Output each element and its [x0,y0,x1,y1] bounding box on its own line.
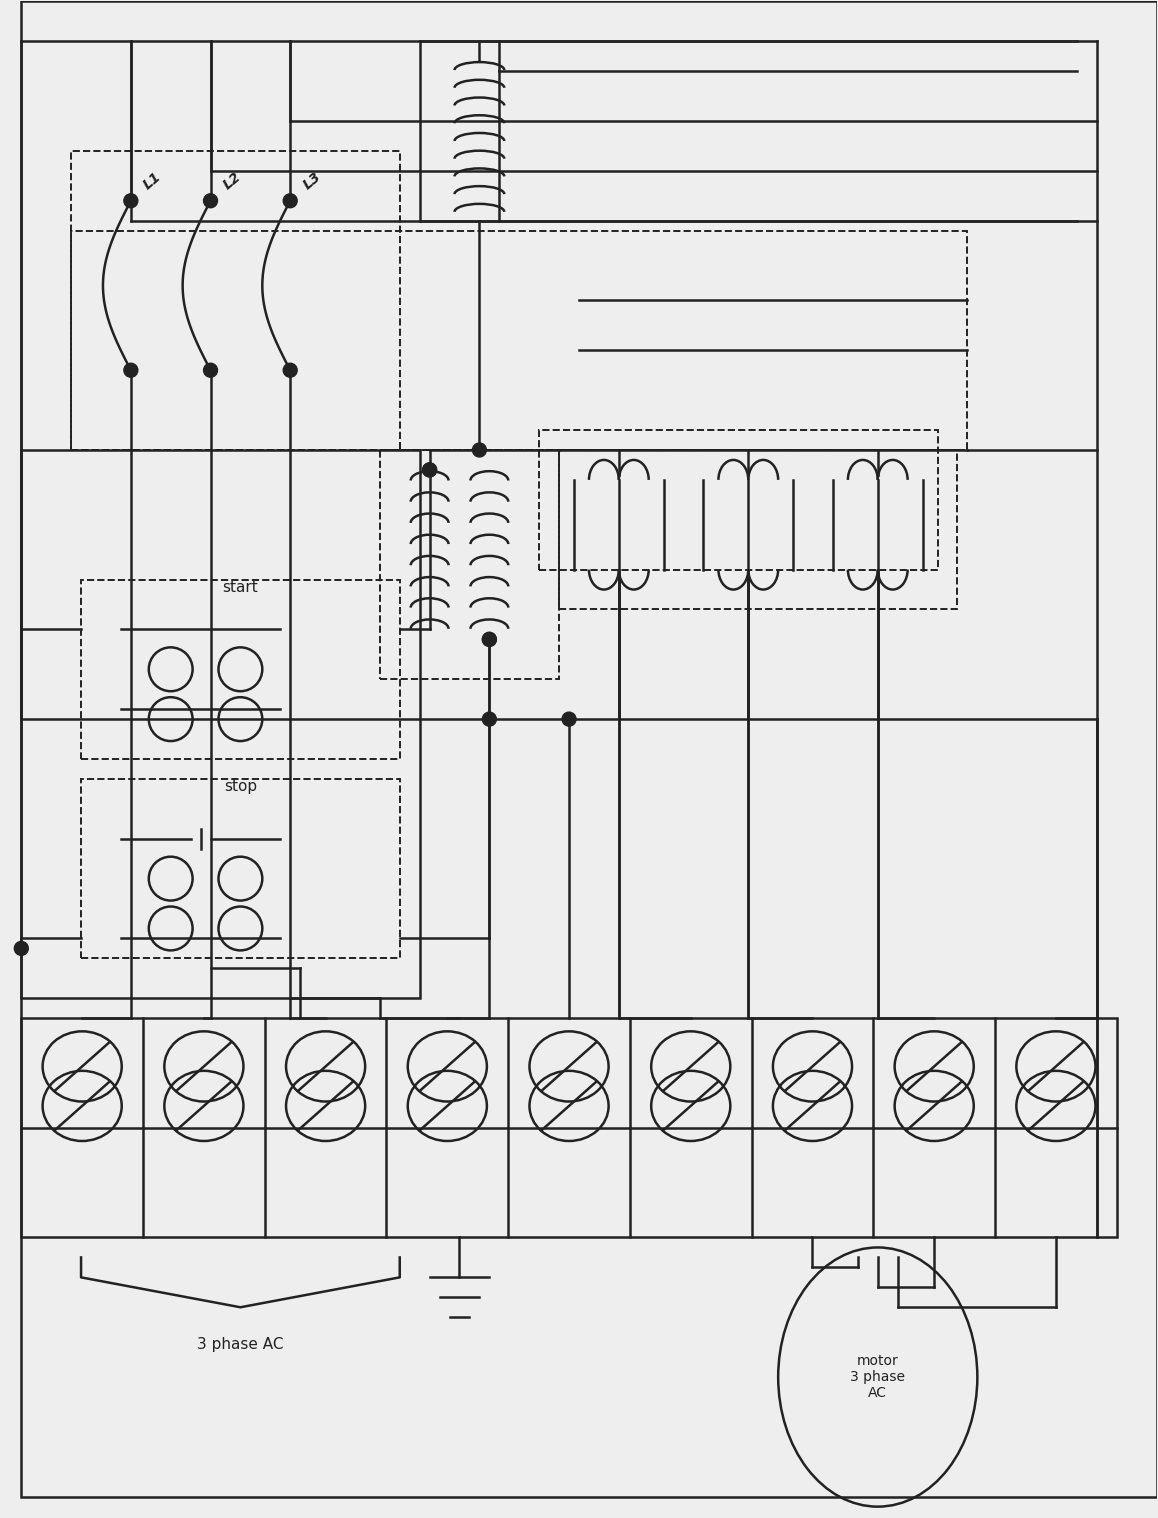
Text: 3 phase AC: 3 phase AC [197,1337,284,1353]
Circle shape [483,712,497,726]
Circle shape [284,194,298,208]
Circle shape [204,363,218,376]
Bar [81,580,400,759]
Circle shape [284,363,298,376]
Bar [71,231,967,449]
Circle shape [483,633,497,647]
Bar [380,449,559,679]
Text: L3: L3 [300,170,323,193]
Circle shape [423,463,437,477]
Bar [540,430,938,569]
Text: stop: stop [223,779,257,794]
Text: motor
3 phase
AC: motor 3 phase AC [850,1354,906,1400]
Circle shape [472,443,486,457]
Circle shape [204,194,218,208]
Text: L1: L1 [141,170,164,193]
Bar [81,779,400,958]
Bar [21,1019,1116,1237]
Bar [71,150,400,449]
Circle shape [14,941,28,955]
Text: start: start [222,580,258,595]
Circle shape [483,633,497,647]
Circle shape [124,194,138,208]
Bar [21,449,419,999]
Circle shape [124,363,138,376]
Circle shape [562,712,576,726]
Bar [559,449,958,609]
Text: L2: L2 [220,170,243,193]
Circle shape [423,463,437,477]
